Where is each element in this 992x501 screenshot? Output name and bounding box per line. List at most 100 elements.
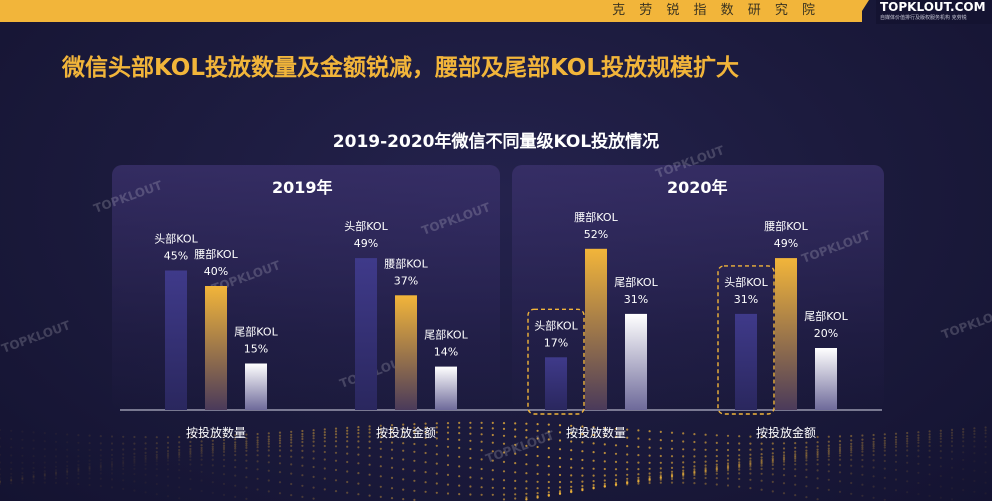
wave-dot xyxy=(312,437,315,440)
wave-dot xyxy=(984,435,987,438)
wave-dot xyxy=(984,432,987,435)
wave-dot xyxy=(357,462,360,465)
wave-dot xyxy=(805,446,808,449)
wave-dot xyxy=(782,492,786,495)
wave-dot xyxy=(570,474,573,477)
wave-dot xyxy=(21,481,24,484)
wave-dot xyxy=(950,440,954,443)
wave-dot xyxy=(256,477,259,480)
wave-dot xyxy=(906,435,909,438)
wave-dot xyxy=(21,438,24,441)
wave-dot xyxy=(682,477,685,480)
wave-dot xyxy=(614,478,618,481)
wave-dot xyxy=(715,455,718,458)
wave-dot xyxy=(850,439,853,442)
bar-tail xyxy=(245,363,267,410)
wave-dot xyxy=(290,472,293,475)
wave-dot xyxy=(0,473,2,476)
wave-dot xyxy=(110,442,114,445)
wave-dot xyxy=(88,465,91,468)
wave-dot xyxy=(245,453,248,457)
wave-dot xyxy=(670,475,674,479)
wave-dot xyxy=(21,474,24,478)
wave-dot xyxy=(99,435,102,438)
wave-dot xyxy=(480,458,483,461)
wave-dot xyxy=(323,444,326,448)
wave-dot xyxy=(693,470,696,473)
wave-dot xyxy=(390,497,394,500)
wave-dot xyxy=(760,462,763,465)
wave-dot xyxy=(738,485,741,488)
wave-dot xyxy=(21,477,24,480)
wave-dot xyxy=(939,485,942,488)
wave-dot xyxy=(502,422,506,425)
wave-dot xyxy=(850,447,853,450)
wave-dot xyxy=(43,466,46,469)
wave-dot xyxy=(726,459,730,462)
wave-dot xyxy=(480,440,483,443)
wave-dot xyxy=(827,440,830,443)
wave-dot xyxy=(906,440,909,443)
wave-dot xyxy=(222,458,226,461)
wave-dot xyxy=(88,462,91,466)
wave-dot xyxy=(43,474,46,477)
wave-dot xyxy=(110,462,114,465)
wave-dot xyxy=(480,433,483,436)
value-label: 15% xyxy=(244,343,268,356)
wave-dot xyxy=(794,453,797,456)
wave-dot xyxy=(603,479,606,482)
wave-dot xyxy=(771,490,774,493)
wave-dot xyxy=(861,441,864,444)
wave-dot xyxy=(581,467,584,470)
wave-dot xyxy=(973,490,976,493)
wave-dot xyxy=(950,476,954,479)
wave-dot xyxy=(491,450,494,453)
wave-dot xyxy=(144,491,147,494)
series-label: 腰部KOL xyxy=(384,256,428,270)
wave-dot xyxy=(838,435,842,438)
wave-dot xyxy=(413,479,416,482)
wave-dot xyxy=(491,421,494,424)
wave-dot xyxy=(290,441,293,444)
wave-dot xyxy=(66,471,69,474)
wave-dot xyxy=(357,432,360,435)
wave-dot xyxy=(917,436,920,439)
wave-dot xyxy=(861,483,864,486)
wave-dot xyxy=(883,459,886,463)
wave-dot xyxy=(144,461,147,464)
wave-dot xyxy=(110,457,114,460)
wave-dot xyxy=(166,455,170,458)
wave-dot xyxy=(10,454,13,457)
wave-dot xyxy=(928,456,931,459)
wave-dot xyxy=(536,472,539,475)
wave-dot xyxy=(446,492,450,495)
wave-dot xyxy=(850,492,853,495)
wave-dot xyxy=(222,434,226,437)
wave-dot xyxy=(32,474,35,478)
wave-dot xyxy=(77,434,80,437)
wave-dot xyxy=(917,434,920,437)
wave-dot xyxy=(144,459,147,462)
wave-dot xyxy=(77,483,80,486)
wave-dot xyxy=(200,444,203,447)
wave-dot xyxy=(794,474,797,478)
wave-dot xyxy=(379,427,382,430)
wave-dot xyxy=(458,421,461,424)
wave-dot xyxy=(390,435,394,438)
wave-dot xyxy=(973,430,976,433)
wave-dot xyxy=(469,432,472,435)
wave-dot xyxy=(222,493,226,496)
wave-dot xyxy=(850,449,853,452)
wave-dot xyxy=(245,459,248,462)
wave-dot xyxy=(211,458,214,461)
wave-dot xyxy=(838,471,842,474)
wave-dot xyxy=(973,440,976,443)
wave-dot xyxy=(626,428,629,431)
wave-dot xyxy=(290,455,293,458)
wave-dot xyxy=(771,461,774,464)
wave-dot xyxy=(838,440,842,443)
wave-dot xyxy=(962,436,965,439)
series-label: 腰部KOL xyxy=(764,219,808,233)
wave-dot xyxy=(659,467,662,470)
wave-dot xyxy=(525,497,528,501)
